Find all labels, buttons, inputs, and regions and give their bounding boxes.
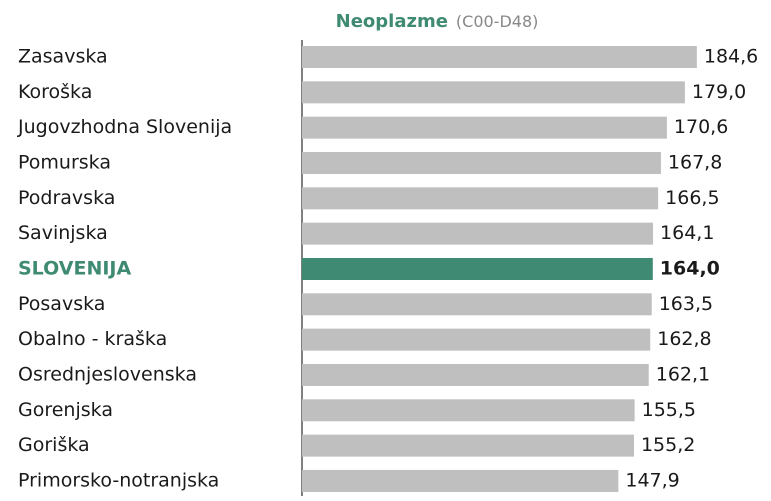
value-label: 155,5: [642, 399, 696, 421]
category-label: Primorsko-notranjska: [18, 469, 219, 491]
value-label: 170,6: [674, 116, 728, 138]
bar: [302, 81, 685, 104]
bar: [302, 257, 653, 280]
bar: [302, 151, 661, 174]
category-label: Pomurska: [18, 151, 111, 173]
value-label: 167,8: [668, 151, 722, 173]
category-label: Obalno - kraška: [18, 328, 167, 350]
value-label: 155,2: [641, 434, 695, 456]
category-label: Savinjska: [18, 222, 108, 244]
value-label: 166,5: [665, 187, 719, 209]
bar: [302, 363, 649, 386]
category-label: Koroška: [18, 81, 92, 103]
bar: [302, 222, 654, 245]
bar: [302, 187, 659, 210]
chart-title: Neoplazme (C00-D48): [336, 11, 539, 32]
category-label: Zasavska: [18, 46, 108, 68]
category-label: Gorenjska: [18, 399, 113, 421]
value-label: 164,0: [660, 257, 720, 279]
value-label: 184,6: [704, 46, 758, 68]
bar: [302, 46, 697, 68]
bar: [302, 328, 651, 351]
bar: [302, 116, 667, 139]
category-label: Podravska: [18, 187, 115, 209]
value-label: 164,1: [660, 222, 714, 244]
value-label: 179,0: [692, 81, 746, 103]
title: Neoplazme: [336, 11, 448, 32]
subtitle: (C00-D48): [456, 12, 538, 31]
value-label: 163,5: [659, 293, 713, 315]
bar: [302, 434, 634, 457]
bar: [302, 399, 635, 422]
value-label: 162,8: [657, 328, 711, 350]
bar: [302, 293, 652, 316]
value-label: 147,9: [625, 469, 679, 491]
bar: [302, 469, 619, 492]
category-label: Goriška: [18, 434, 90, 456]
category-label: SLOVENIJA: [18, 257, 131, 279]
category-label: Jugovzhodna Slovenija: [17, 116, 232, 138]
category-label: Posavska: [18, 293, 105, 315]
category-label: Osrednjeslovenska: [18, 363, 197, 385]
value-label: 162,1: [656, 363, 710, 385]
